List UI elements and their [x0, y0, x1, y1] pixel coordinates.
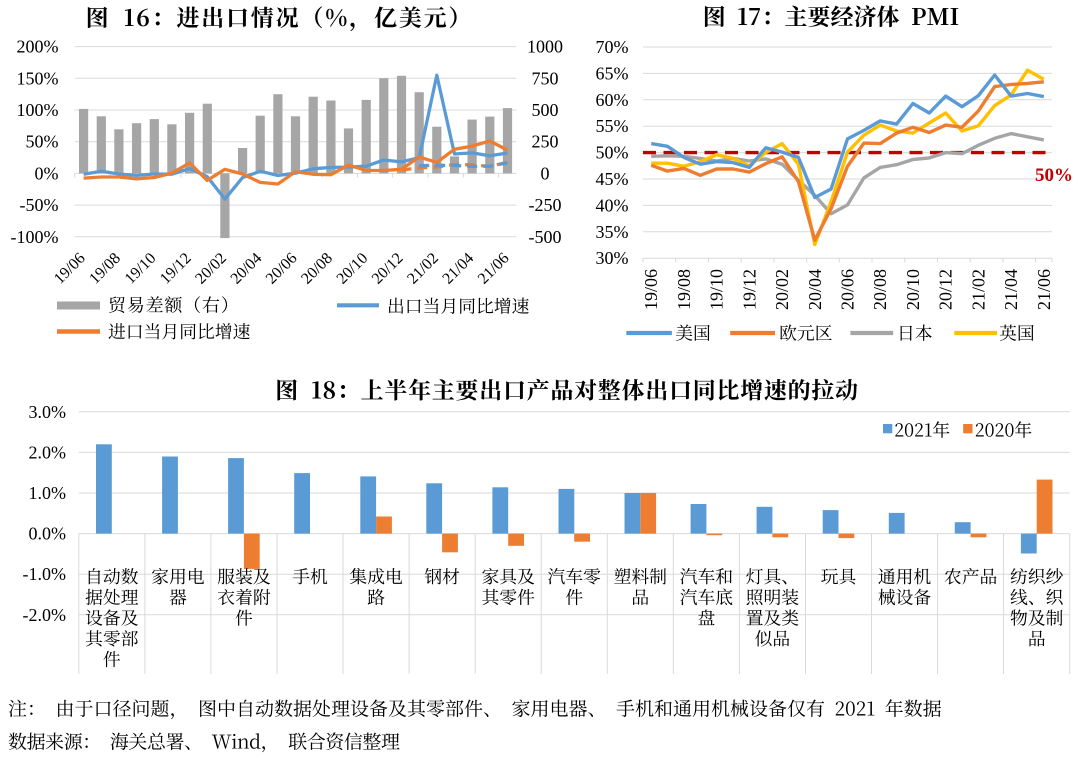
svg-text:-100%: -100% [11, 227, 59, 247]
svg-text:19/12: 19/12 [739, 269, 759, 310]
svg-text:20/04: 20/04 [805, 269, 825, 310]
svg-text:45%: 45% [596, 169, 629, 189]
svg-text:0%: 0% [35, 163, 59, 183]
svg-text:35%: 35% [596, 222, 629, 242]
svg-text:40%: 40% [596, 195, 629, 215]
svg-text:200%: 200% [17, 37, 59, 57]
svg-text:70%: 70% [596, 37, 629, 57]
svg-text:20/02: 20/02 [772, 269, 792, 310]
svg-text:20/12: 20/12 [936, 269, 956, 310]
svg-text:50%: 50% [596, 143, 629, 163]
svg-text:750: 750 [532, 68, 559, 88]
svg-text:100%: 100% [17, 100, 59, 120]
svg-text:21/02: 21/02 [968, 269, 988, 310]
svg-text:250: 250 [532, 132, 559, 152]
svg-text:19/10: 19/10 [707, 269, 727, 310]
svg-text:20/08: 20/08 [870, 269, 890, 310]
svg-text:55%: 55% [596, 116, 629, 136]
svg-text:19/06: 19/06 [641, 269, 661, 310]
svg-text:-500: -500 [529, 227, 562, 247]
svg-text:30%: 30% [596, 248, 629, 268]
svg-text:65%: 65% [596, 63, 629, 83]
svg-text:-1.0%: -1.0% [23, 564, 67, 584]
svg-text:-50%: -50% [20, 195, 59, 215]
svg-text:-2.0%: -2.0% [23, 605, 67, 625]
svg-text:20/10: 20/10 [903, 269, 923, 310]
svg-text:60%: 60% [596, 90, 629, 110]
svg-text:19/08: 19/08 [674, 269, 694, 310]
svg-text:20/06: 20/06 [838, 269, 858, 310]
svg-text:2.0%: 2.0% [29, 442, 67, 462]
svg-text:0.0%: 0.0% [29, 524, 67, 544]
svg-text:50%: 50% [1035, 165, 1073, 186]
svg-text:150%: 150% [17, 68, 59, 88]
svg-text:-250: -250 [529, 195, 562, 215]
svg-text:21/04: 21/04 [1001, 269, 1021, 310]
svg-text:21/06: 21/06 [1034, 269, 1054, 310]
svg-text:50%: 50% [26, 132, 59, 152]
svg-text:0: 0 [541, 163, 550, 183]
svg-text:1.0%: 1.0% [29, 483, 67, 503]
svg-text:500: 500 [532, 100, 559, 120]
svg-text:1000: 1000 [527, 37, 563, 57]
svg-text:3.0%: 3.0% [29, 402, 67, 422]
